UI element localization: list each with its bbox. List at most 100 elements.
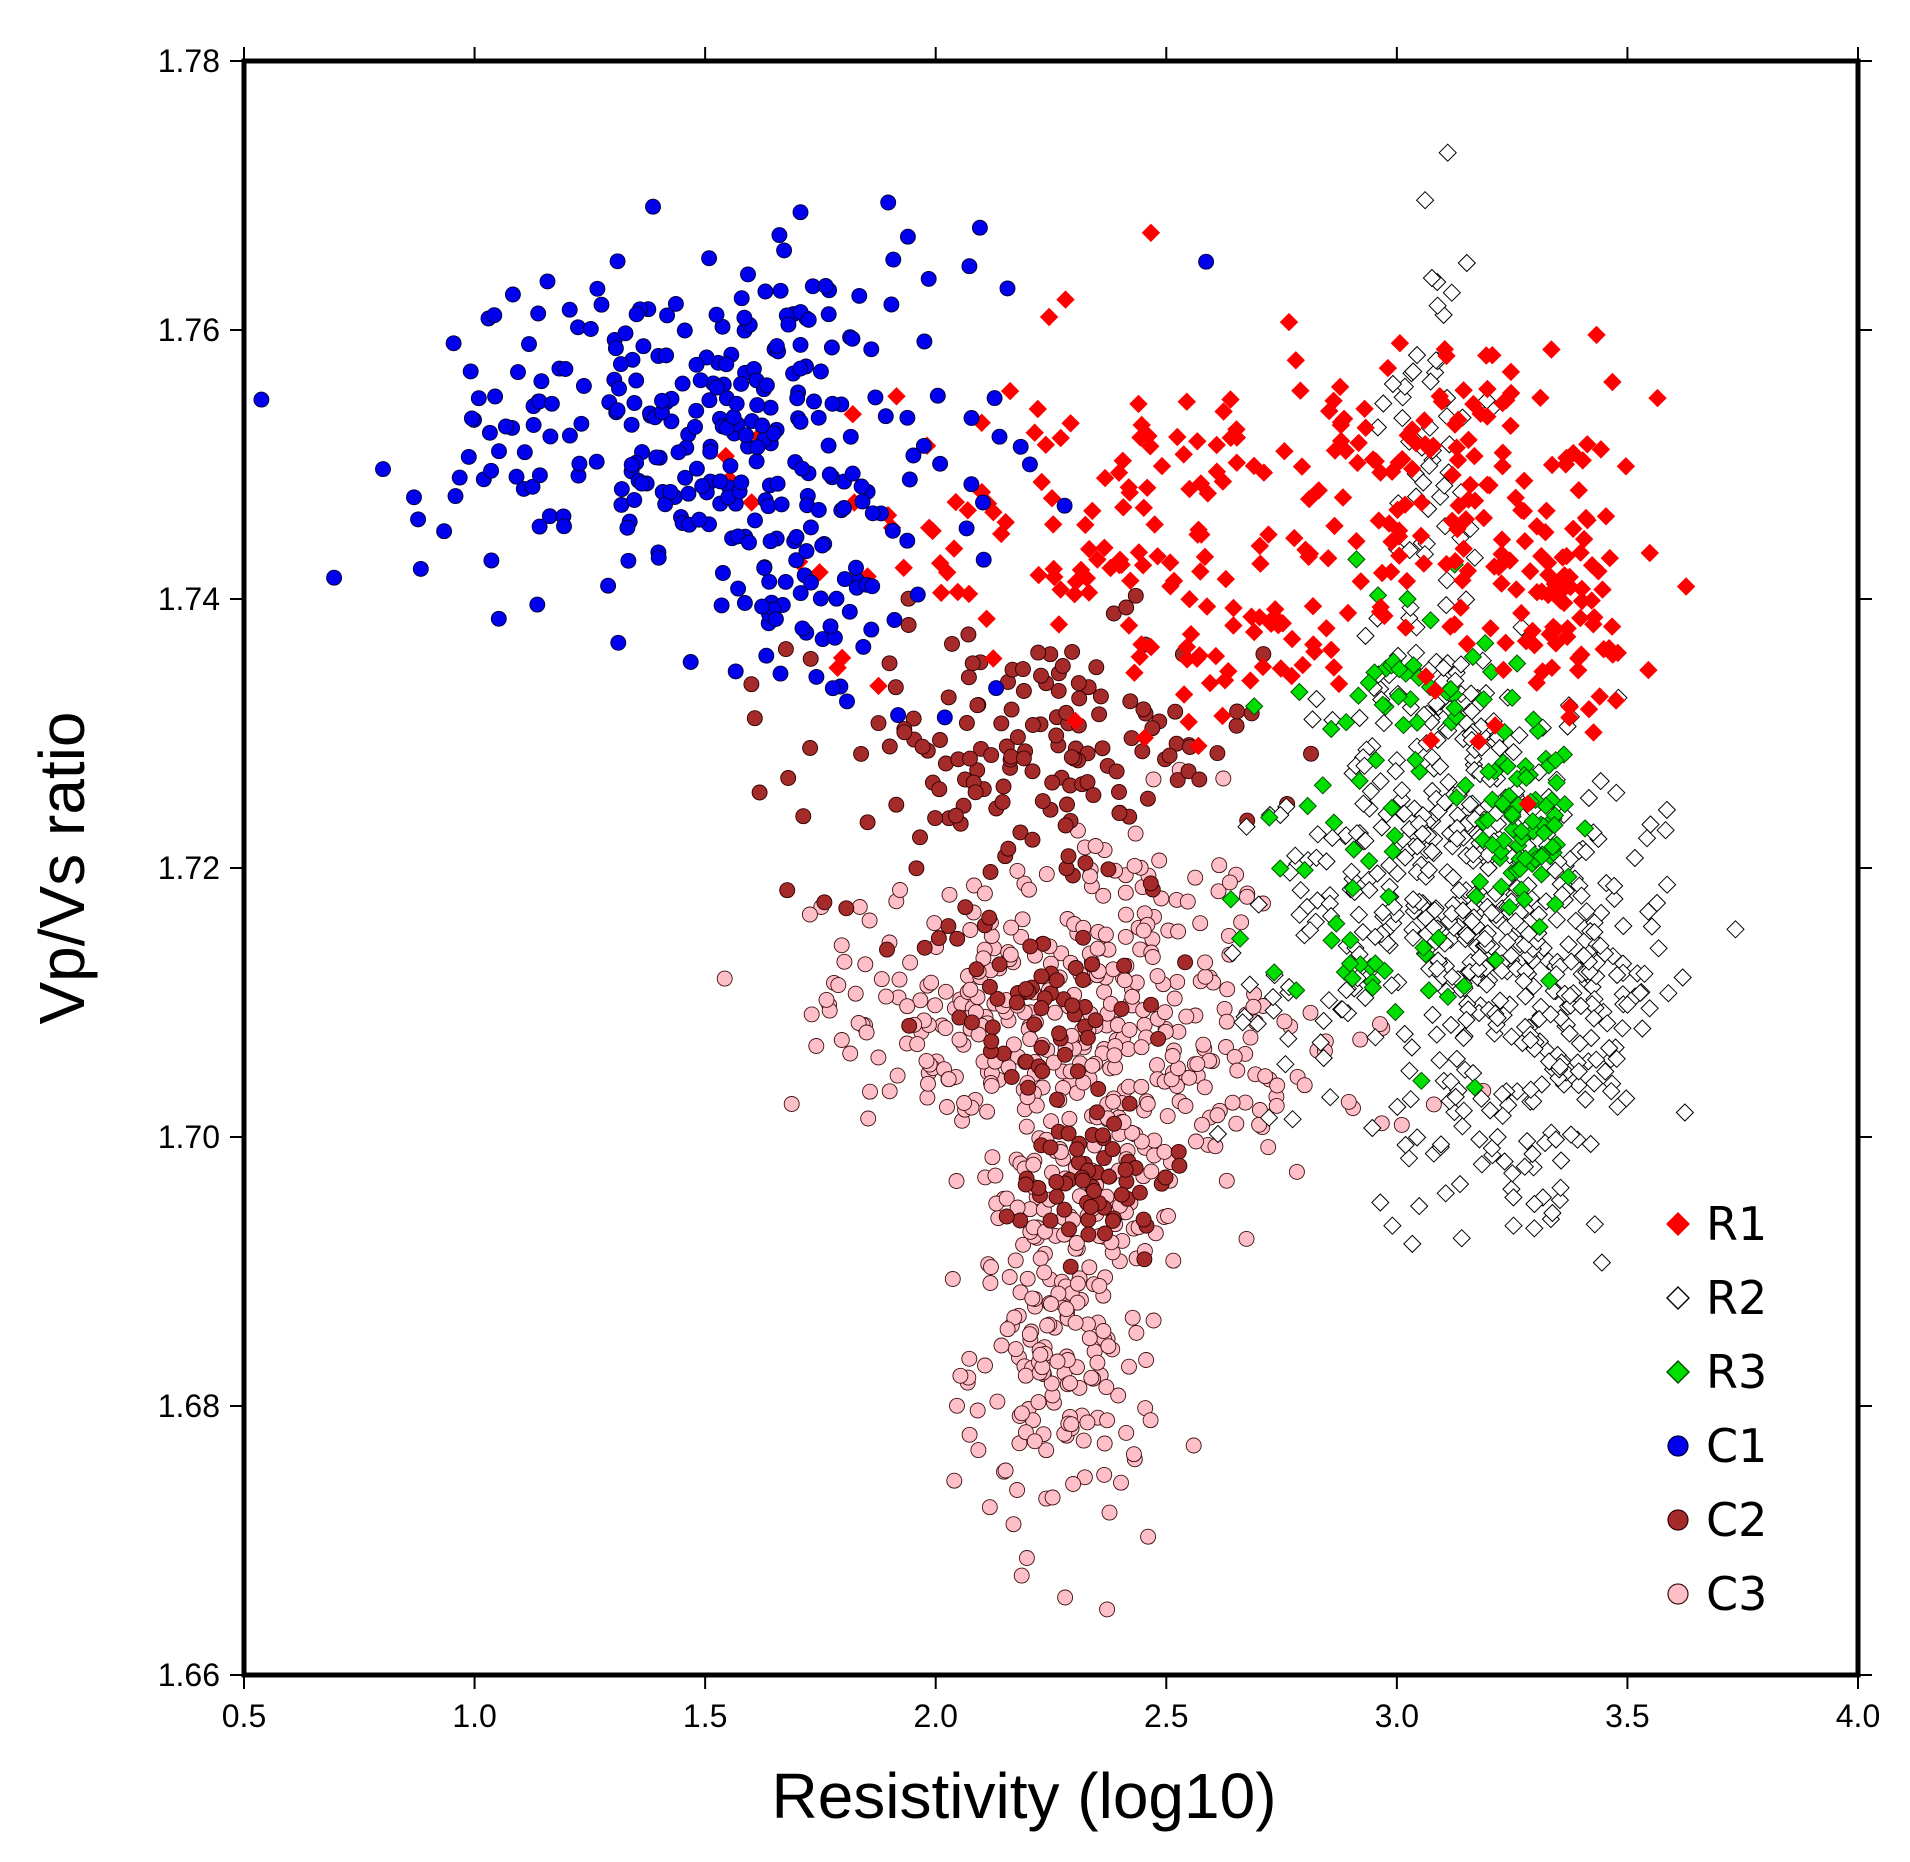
point-r1 <box>1571 608 1590 628</box>
point-r3 <box>1313 776 1333 795</box>
point-r1 <box>1443 465 1462 485</box>
point-r2 <box>1300 920 1320 940</box>
point-r2 <box>1630 983 1650 1003</box>
point-r2 <box>1479 858 1498 878</box>
point-c2 <box>1097 1225 1113 1242</box>
point-c3 <box>847 985 864 1002</box>
point-r1 <box>1382 462 1402 481</box>
point-r1 <box>1648 388 1667 408</box>
point-c1 <box>901 471 918 488</box>
point-c1 <box>676 322 693 339</box>
point-c1 <box>573 415 590 432</box>
point-r1 <box>1397 571 1417 591</box>
point-r1 <box>1402 459 1422 479</box>
point-r1 <box>1134 498 1154 518</box>
point-r1 <box>1546 634 1566 653</box>
point-r2 <box>1569 1062 1588 1081</box>
point-r2 <box>1290 905 1309 925</box>
point-r2 <box>1365 927 1385 947</box>
point-c3 <box>1021 1326 1038 1343</box>
point-c2 <box>1118 599 1135 616</box>
point-c1 <box>326 569 343 586</box>
point-r1 <box>1042 488 1062 508</box>
point-r1 <box>1355 399 1374 419</box>
point-c1 <box>677 469 694 486</box>
point-r2 <box>1403 1234 1422 1254</box>
point-r2 <box>1463 845 1483 864</box>
point-c2 <box>1070 675 1087 692</box>
point-r1 <box>1095 538 1114 558</box>
point-r2 <box>1263 987 1283 1007</box>
point-r3 <box>1540 971 1559 991</box>
point-r2 <box>1470 948 1489 967</box>
legend-marker-c2 <box>1667 1509 1689 1531</box>
point-c1 <box>617 325 634 342</box>
point-r2 <box>1659 983 1678 1003</box>
point-r3 <box>1322 931 1341 950</box>
point-c1 <box>670 444 687 461</box>
point-c3 <box>977 1357 993 1374</box>
point-c1 <box>780 316 797 333</box>
point-c1 <box>708 306 725 323</box>
point-r2 <box>1465 548 1485 567</box>
point-r3 <box>1386 1002 1405 1022</box>
point-r1 <box>1447 438 1466 457</box>
point-c1 <box>733 474 750 491</box>
point-r2 <box>1291 880 1310 900</box>
point-c3 <box>716 970 733 987</box>
point-r2 <box>1637 828 1657 848</box>
point-r3 <box>1260 808 1279 827</box>
point-r1 <box>1414 554 1434 573</box>
point-c1 <box>508 468 525 485</box>
point-c1 <box>682 654 699 670</box>
y-tick-label: 1.72 <box>158 850 220 886</box>
point-r3 <box>1221 890 1241 909</box>
point-c3 <box>1140 1528 1157 1545</box>
legend-marker-r1 <box>1666 1212 1690 1236</box>
point-c2 <box>1048 1173 1065 1190</box>
point-r1 <box>1071 560 1091 580</box>
point-c3 <box>937 983 954 1000</box>
point-r2 <box>1454 1101 1474 1120</box>
point-c3 <box>997 1462 1014 1479</box>
point-c3 <box>808 1038 825 1054</box>
point-r1 <box>1321 640 1341 660</box>
point-r3 <box>1394 715 1413 735</box>
point-c1 <box>628 306 645 323</box>
point-c1 <box>754 598 771 615</box>
point-r1 <box>1375 606 1394 626</box>
x-tick-label: 2.0 <box>913 1698 957 1734</box>
point-r1 <box>1366 451 1385 471</box>
point-c2 <box>1048 727 1065 744</box>
point-r1 <box>1640 543 1660 563</box>
legend-item-c2: C2 <box>1667 1493 1767 1547</box>
point-c2 <box>940 918 957 935</box>
point-c1 <box>612 356 629 373</box>
point-c1 <box>1198 253 1215 270</box>
point-c3 <box>1096 1435 1113 1452</box>
point-c3 <box>1224 1094 1241 1111</box>
point-r1 <box>1164 571 1184 591</box>
point-c3 <box>1133 1039 1150 1056</box>
point-c1 <box>575 378 592 394</box>
point-c1 <box>794 620 811 637</box>
point-c2 <box>1080 1211 1097 1228</box>
point-r2 <box>1560 986 1580 1006</box>
point-r1 <box>1251 554 1270 573</box>
point-r1 <box>1325 516 1344 536</box>
point-c1 <box>623 416 640 433</box>
point-r2 <box>1482 1139 1502 1158</box>
point-r2 <box>1442 283 1462 302</box>
point-r2 <box>1383 1216 1402 1235</box>
point-c2 <box>968 961 985 978</box>
point-r1 <box>1515 531 1535 551</box>
point-r2 <box>1521 1080 1541 1099</box>
point-c3 <box>1178 1008 1195 1025</box>
point-c3 <box>1007 1341 1024 1358</box>
point-c3 <box>1219 981 1236 998</box>
point-r3 <box>1264 963 1284 982</box>
point-r3 <box>1290 682 1309 702</box>
point-c1 <box>765 425 782 442</box>
point-c1 <box>1056 497 1073 514</box>
y-axis-title: Vp/Vs ratio <box>26 711 98 1024</box>
